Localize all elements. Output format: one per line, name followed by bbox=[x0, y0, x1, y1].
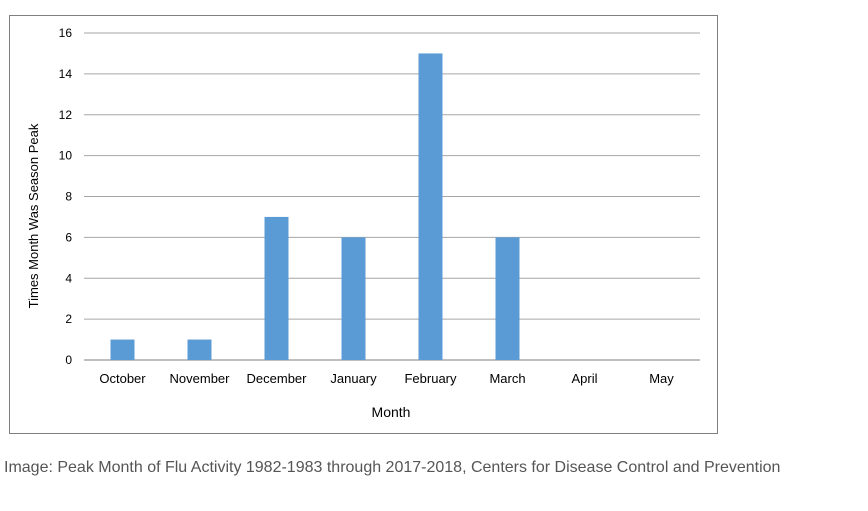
x-tick-labels: October November December January February Ma… bbox=[99, 371, 674, 386]
y-tick-label: 14 bbox=[59, 67, 73, 81]
y-tick-label: 16 bbox=[59, 26, 73, 40]
y-tick-label: 12 bbox=[59, 108, 73, 122]
bars bbox=[110, 53, 520, 360]
x-tick-label: May bbox=[649, 371, 674, 386]
image-caption: Image: Peak Month of Flu Activity 1982-1… bbox=[4, 459, 781, 476]
x-tick-label: March bbox=[489, 371, 525, 386]
gridlines bbox=[84, 32, 700, 361]
bar-january bbox=[341, 237, 366, 360]
bar-october bbox=[110, 339, 135, 360]
y-tick-label: 6 bbox=[65, 230, 72, 244]
y-tick-labels: 0 2 4 6 8 10 12 14 16 bbox=[59, 26, 73, 367]
x-tick-label: February bbox=[404, 371, 457, 386]
y-tick-label: 0 bbox=[65, 353, 72, 367]
bar-march bbox=[495, 237, 520, 360]
x-tick-label: November bbox=[170, 371, 231, 386]
bar-february bbox=[418, 53, 443, 360]
x-tick-label: December bbox=[247, 371, 308, 386]
bar-december bbox=[264, 216, 289, 360]
y-tick-label: 8 bbox=[65, 190, 72, 204]
x-tick-label: April bbox=[571, 371, 597, 386]
x-axis-label: Month bbox=[372, 404, 411, 420]
bar-chart: 0 2 4 6 8 10 12 14 16 October November December Jan… bbox=[26, 26, 700, 420]
y-tick-label: 2 bbox=[65, 312, 72, 326]
x-tick-label: January bbox=[330, 371, 377, 386]
chart-frame: 0 2 4 6 8 10 12 14 16 October November December Jan… bbox=[9, 15, 718, 434]
y-tick-label: 4 bbox=[65, 271, 72, 285]
x-tick-label: October bbox=[99, 371, 146, 386]
bar-november bbox=[187, 339, 212, 360]
y-axis-label: Times Month Was Season Peak bbox=[26, 123, 41, 308]
y-tick-label: 10 bbox=[59, 149, 73, 163]
